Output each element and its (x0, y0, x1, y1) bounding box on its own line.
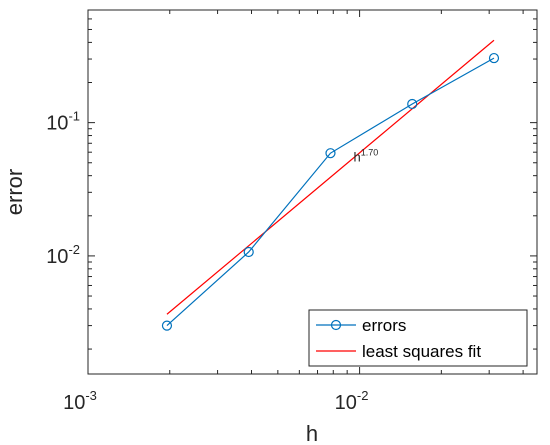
legend-label-least-squares-fit: least squares fit (362, 342, 481, 361)
series-layer (161, 39, 500, 331)
y-tick-label: 10-1 (46, 109, 80, 135)
series-line-errors (166, 57, 495, 327)
data-point-errors (325, 148, 336, 159)
axis-ticks (87, 10, 537, 374)
axis-tick-labels: 10-3 10-2 10-2 10-1 (46, 109, 368, 414)
legend-box (308, 309, 528, 367)
series-line-least-squares-fit (166, 39, 495, 315)
y-axis-label: error (2, 169, 27, 215)
x-tick-label: 10-2 (335, 388, 369, 414)
legend-label-errors: errors (362, 316, 406, 335)
slope-annotation: h1.70 (354, 148, 379, 165)
data-point-errors (407, 98, 418, 110)
legend: errors least squares fit (308, 309, 528, 367)
y-tick-label: 10-2 (46, 242, 80, 268)
annotation-layer: h1.70 (354, 148, 379, 165)
data-point-errors (161, 320, 173, 331)
data-point-errors (243, 246, 254, 258)
x-tick-label: 10-3 (63, 388, 97, 414)
x-axis-label: h (306, 421, 318, 445)
data-point-errors (488, 52, 500, 64)
legend-marker-errors (330, 319, 342, 331)
